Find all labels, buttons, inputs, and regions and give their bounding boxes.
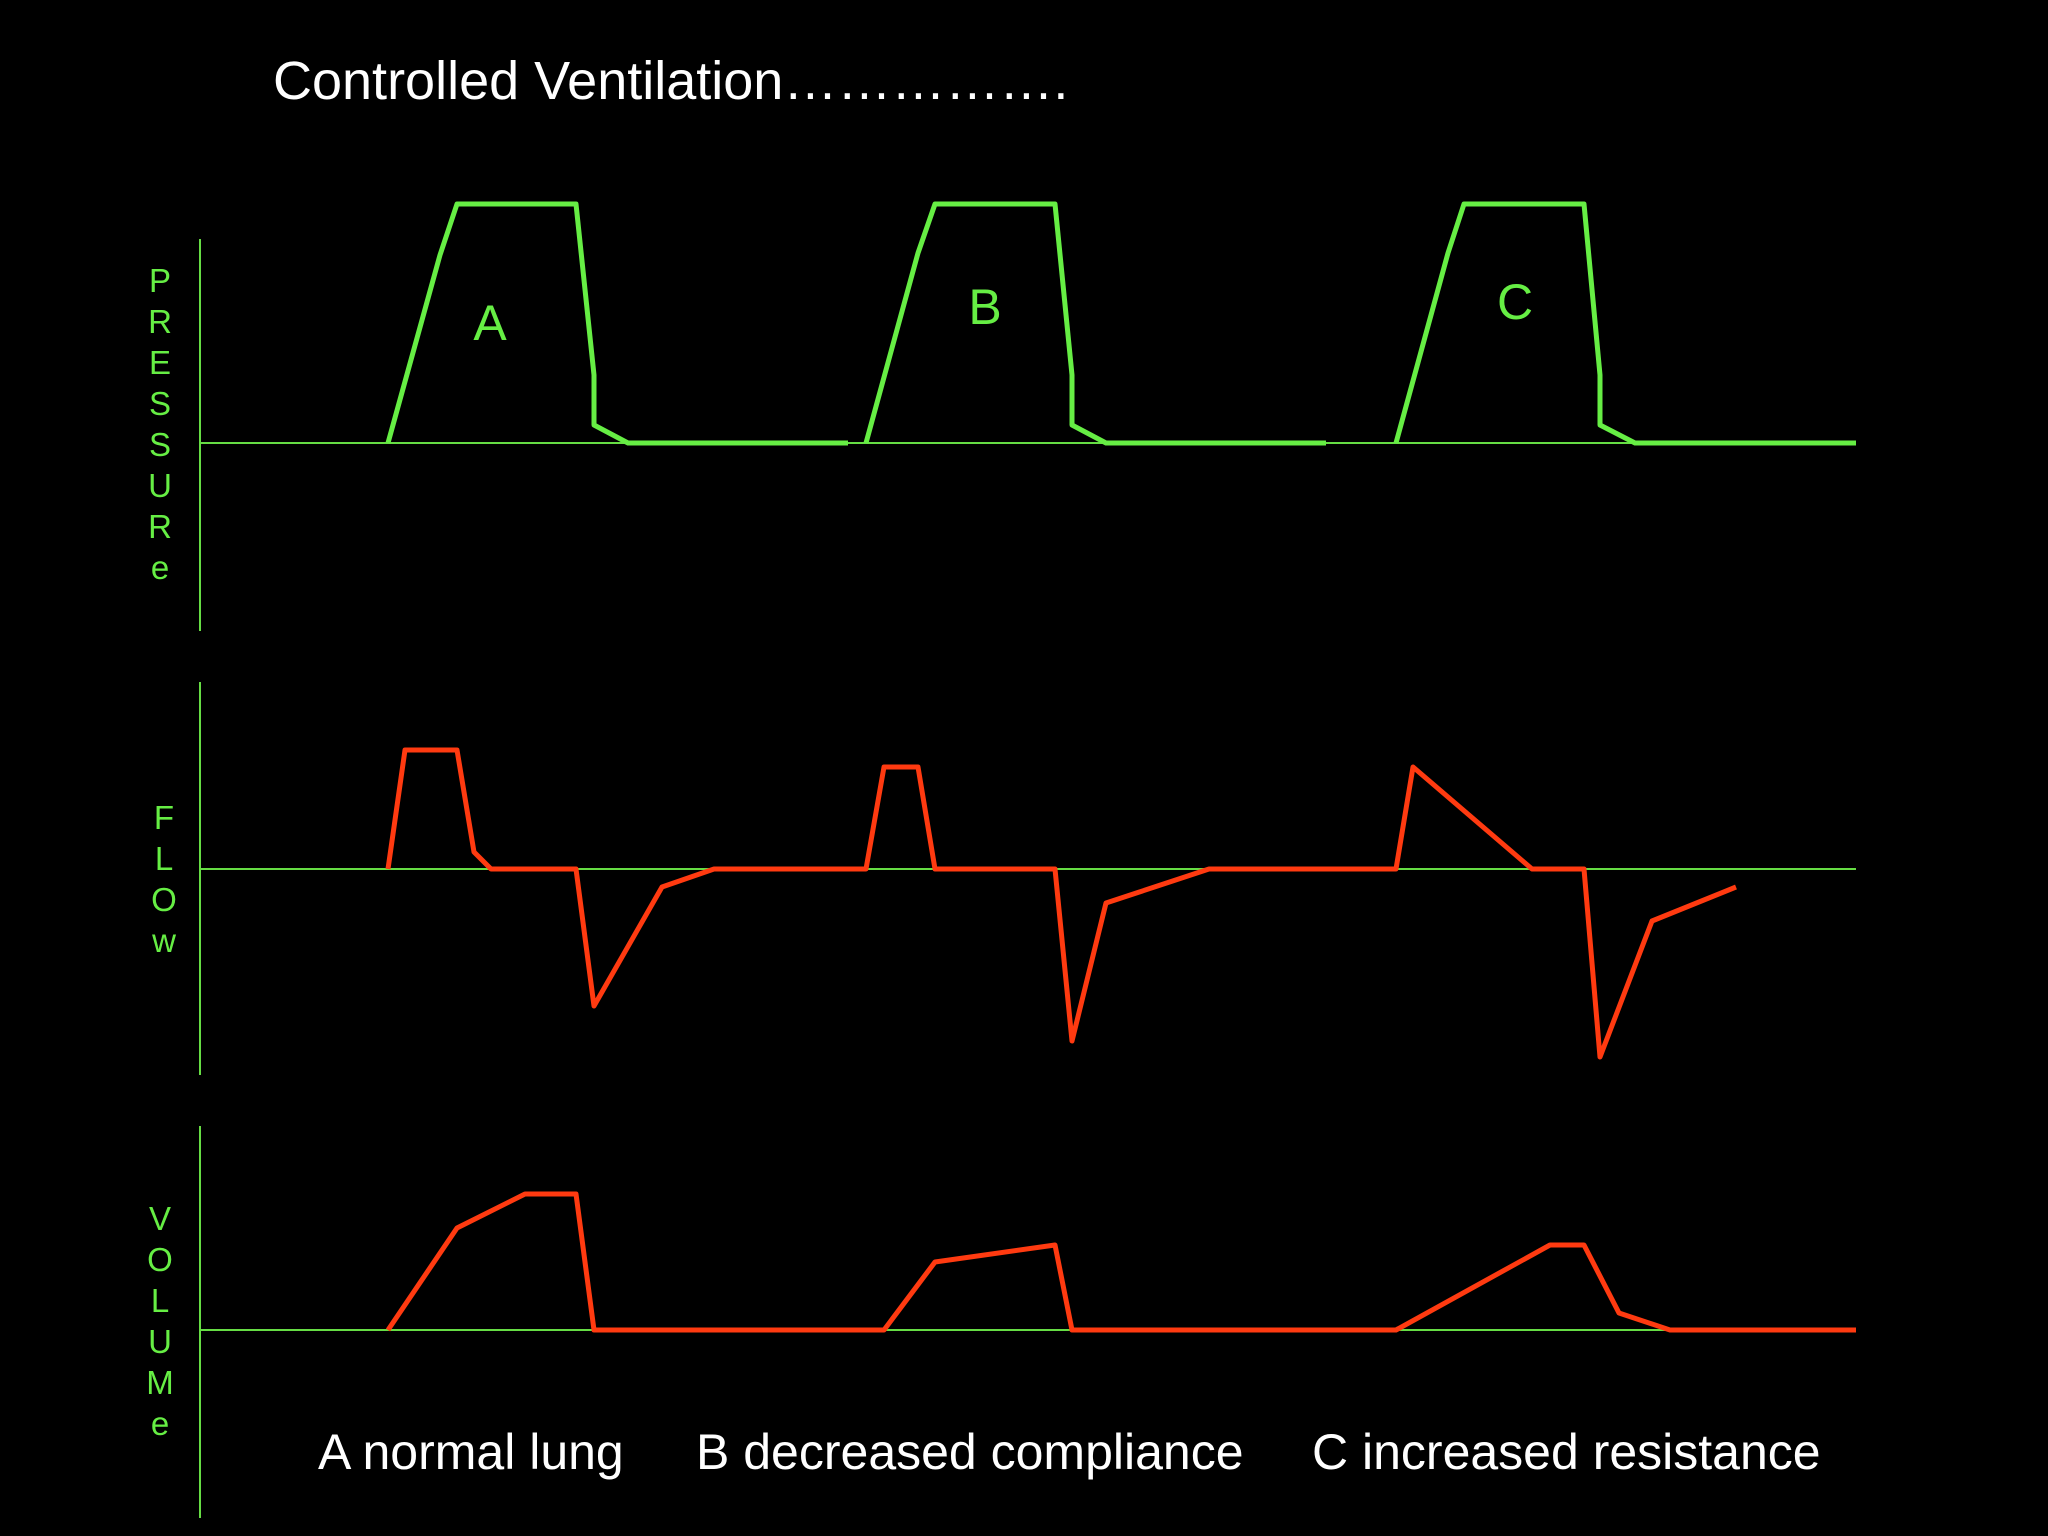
pressure-axes bbox=[199, 239, 1856, 631]
volume-axes bbox=[199, 1126, 1856, 1518]
caption-increased-resistance: C increased resistance bbox=[1312, 1424, 1821, 1480]
caption-normal-lung: A normal lung bbox=[318, 1424, 624, 1480]
pressure-wave-a bbox=[385, 201, 848, 446]
slide-title: Controlled Ventilation……………. bbox=[273, 51, 1069, 111]
breath-label-b: B bbox=[968, 279, 1001, 335]
pressure-waveforms bbox=[385, 201, 1856, 446]
breath-label-c: C bbox=[1497, 274, 1533, 330]
pressure-wave-b bbox=[863, 201, 1326, 446]
pressure-wave-c bbox=[1393, 201, 1856, 446]
flow-waveform bbox=[385, 747, 1737, 1060]
breath-label-a: A bbox=[473, 295, 507, 351]
caption-decreased-compliance: B decreased compliance bbox=[696, 1424, 1244, 1480]
flow-axes bbox=[199, 682, 1856, 1075]
volume-waveform bbox=[385, 1191, 1856, 1333]
